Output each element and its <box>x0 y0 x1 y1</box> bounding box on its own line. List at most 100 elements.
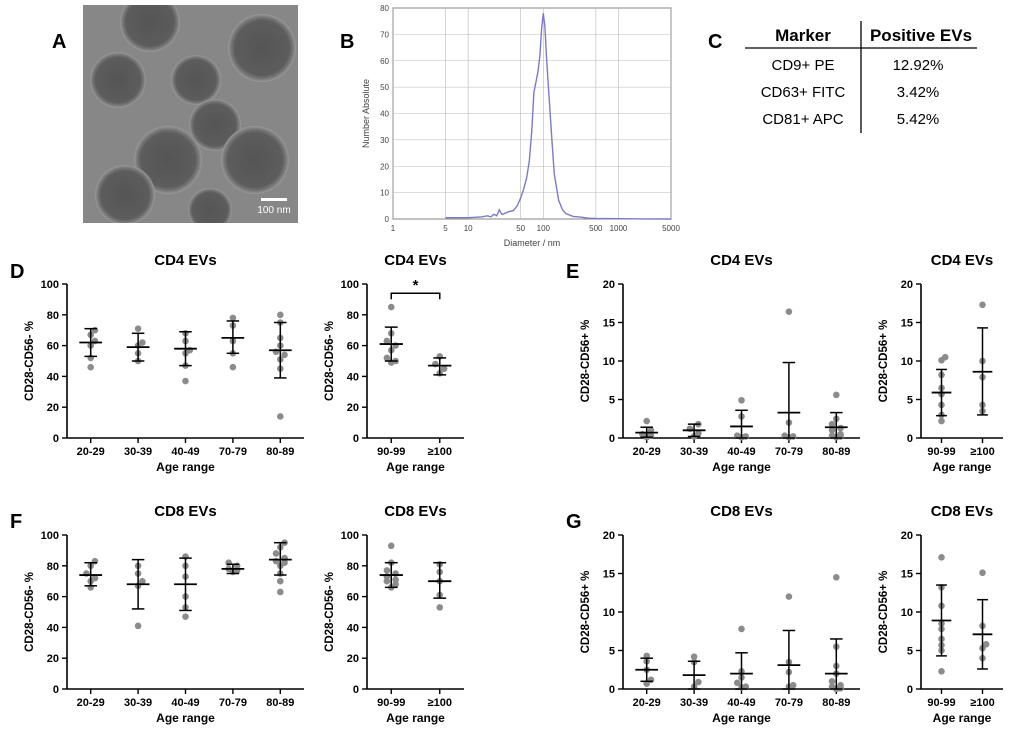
vesicle <box>221 126 289 194</box>
table-cell-marker: CD9+ PE <box>772 57 835 74</box>
x-tick-label: 40-49 <box>727 697 755 709</box>
panel-label-b: B <box>340 31 354 53</box>
y-tick-label: 15 <box>901 318 913 330</box>
significance-bracket <box>390 292 441 300</box>
y-axis-label: CD28-CD56+ % <box>878 320 890 403</box>
y-tick-label: 40 <box>47 622 59 634</box>
y-tick-label: 5 <box>609 395 615 407</box>
y-axis-label: CD28-CD56- % <box>324 321 336 401</box>
data-point <box>387 542 395 550</box>
table-cell-value: 12.92% <box>893 57 944 74</box>
data-point <box>139 577 146 585</box>
vesicle <box>95 165 155 223</box>
scatter-panel-d-left: CD4 EVs 0 20 40 60 80 100 CD28-CD56- % Age range… <box>24 252 304 474</box>
x-tick-label: 90-99 <box>377 697 405 709</box>
x-axis-label: Age range <box>933 460 992 474</box>
y-axis-label: CD28-CD56+ % <box>878 571 890 654</box>
y-tick-label: 80 <box>347 310 359 322</box>
y-tick-label: 20 <box>603 279 615 291</box>
y-tick-label: 10 <box>901 607 913 619</box>
x-axis-label: Age range <box>933 711 992 725</box>
data-point <box>134 325 142 332</box>
vesicle <box>171 55 221 105</box>
y-tick-label: 40 <box>380 110 389 119</box>
x-tick-label: 70-79 <box>219 446 247 458</box>
x-axis-label: Age range <box>712 711 771 725</box>
y-tick-label: 60 <box>47 592 59 604</box>
y-tick-label: 80 <box>47 310 59 322</box>
y-tick-label: 0 <box>609 684 615 696</box>
y-tick-label: 5 <box>907 395 913 407</box>
x-tick-label: 20-29 <box>77 446 105 458</box>
y-tick-label: 20 <box>901 279 913 291</box>
data-point <box>383 567 391 574</box>
y-tick-label: 60 <box>380 57 389 66</box>
y-axis-label: CD28-CD56- % <box>24 572 36 652</box>
data-point <box>647 676 655 684</box>
y-tick-label: 0 <box>353 433 359 445</box>
x-axis-label: Diameter / nm <box>504 238 561 248</box>
data-point <box>139 339 146 346</box>
scatter-panel-g-right: CD8 EVs 0 5 10 15 20 CD28-CD56+ % Age range 90-9… <box>878 503 1003 725</box>
y-tick-label: 0 <box>385 215 390 224</box>
y-tick-label: 40 <box>47 371 59 383</box>
y-axis-label: CD28-CD56- % <box>324 572 336 652</box>
y-tick-label: 80 <box>47 561 59 573</box>
y-tick-label: 60 <box>47 341 59 353</box>
x-tick-label: 90-99 <box>927 697 955 709</box>
data-point <box>695 430 702 437</box>
x-tick-label: 70-79 <box>775 697 803 709</box>
y-tick-label: 10 <box>901 356 913 368</box>
y-axis-label: CD28-CD56- % <box>24 321 36 401</box>
data-point <box>392 576 399 583</box>
x-tick-label: 40-49 <box>727 446 755 458</box>
x-tick-label: ≥100 <box>970 697 994 709</box>
vesicle <box>90 52 146 108</box>
table-header-marker: Marker <box>775 26 831 45</box>
data-point <box>695 678 702 686</box>
data-point <box>392 580 399 588</box>
data-point <box>182 613 189 620</box>
chart-title: CD8 EVs <box>710 503 773 520</box>
y-tick-label: 100 <box>41 279 59 291</box>
data-point <box>272 550 280 557</box>
panel-b-size-distribution: 0 10 20 30 40 50 60 70 80 1 5 10 50 100 500 1000 5000 Dia… <box>361 4 680 248</box>
x-tick-label: 30-39 <box>124 697 152 709</box>
x-tick-label: 20-29 <box>633 446 661 458</box>
x-tick-label: ≥100 <box>428 697 452 709</box>
data-point <box>938 667 945 675</box>
y-tick-label: 70 <box>380 30 389 39</box>
x-axis-label: Age range <box>156 711 215 725</box>
x-tick-label: 40-49 <box>171 697 199 709</box>
data-point <box>690 653 698 660</box>
chart-title: CD4 EVs <box>384 252 447 269</box>
data-point <box>229 363 237 371</box>
y-tick-label: 20 <box>603 530 615 542</box>
data-point <box>91 574 99 582</box>
data-point <box>91 326 99 334</box>
data-point <box>440 365 448 373</box>
data-point <box>828 678 836 685</box>
x-tick-label: 100 <box>537 224 551 233</box>
x-tick-label: 30-39 <box>680 446 708 458</box>
data-point <box>837 681 844 689</box>
x-tick-label: ≥100 <box>428 446 452 458</box>
size-distribution-line <box>445 13 672 220</box>
y-tick-label: 20 <box>347 653 359 665</box>
data-point <box>91 557 99 565</box>
x-tick-label: 5000 <box>662 224 680 233</box>
data-point <box>785 593 793 600</box>
chart-title: CD4 EVs <box>710 252 773 269</box>
scatter-panel-g-left: CD8 EVs 0 5 10 15 20 CD28-CD56+ % Age range 20-2… <box>580 503 860 725</box>
x-tick-label: 20-29 <box>77 697 105 709</box>
data-point <box>833 391 840 399</box>
x-tick-label: 80-89 <box>266 697 294 709</box>
data-point <box>833 574 840 581</box>
data-point <box>979 569 986 577</box>
x-tick-label: 30-39 <box>124 446 152 458</box>
y-tick-label: 100 <box>341 279 359 291</box>
data-point <box>182 377 189 385</box>
em-micrograph: 100 nm <box>83 5 298 223</box>
y-tick-label: 10 <box>603 356 615 368</box>
